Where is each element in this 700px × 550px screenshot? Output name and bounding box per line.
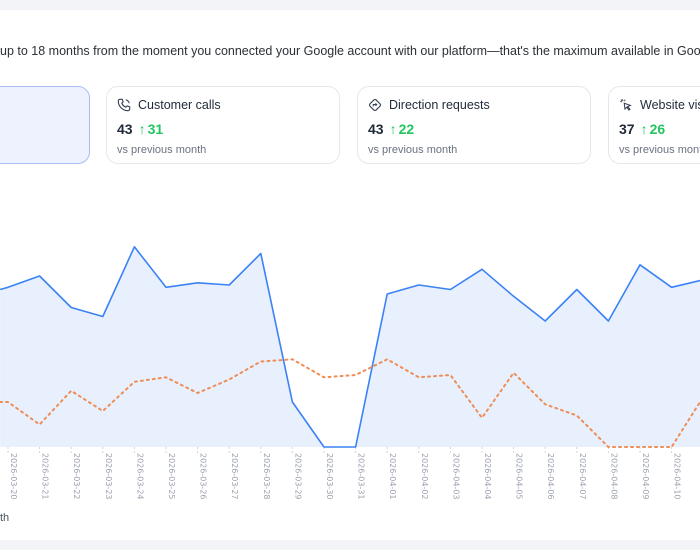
card-value: 37 bbox=[619, 121, 635, 137]
x-tick-label: 2026-04-07 bbox=[578, 453, 587, 500]
card-value: 43 bbox=[117, 121, 133, 137]
card-title: Customer calls bbox=[138, 98, 221, 112]
x-tick-label: 2026-04-06 bbox=[546, 453, 555, 500]
card-delta-value: 31 bbox=[147, 121, 164, 137]
x-tick-label: 2026-04-09 bbox=[641, 453, 650, 500]
cursor-click-icon bbox=[620, 99, 632, 111]
intro-text: up to 18 months from the moment you conn… bbox=[0, 44, 700, 58]
arrow-up-icon: ↑ bbox=[138, 121, 146, 137]
x-tick-label: 2026-04-03 bbox=[451, 453, 460, 500]
visits-area-chart: 2026-03-20 2026-03-21 2026-03-22 2026-03-23… bbox=[0, 246, 700, 500]
x-tick-label: 2026-03-20 bbox=[9, 453, 18, 500]
x-tick-label: 2026-03-31 bbox=[357, 453, 366, 500]
x-tick-label: 2026-04-05 bbox=[515, 453, 524, 500]
direction-icon bbox=[368, 98, 382, 112]
card-delta-value: 22 bbox=[398, 121, 415, 137]
arrow-up-icon: ↑ bbox=[640, 121, 648, 137]
x-tick-label: 2026-04-10 bbox=[673, 453, 682, 500]
current-series-line bbox=[0, 246, 700, 448]
x-tick-label: 2026-03-26 bbox=[199, 453, 208, 500]
card-title: Direction requests bbox=[389, 98, 490, 112]
metric-card-customer-calls[interactable]: Customer calls 43 ↑ 31 vs previous month bbox=[106, 86, 340, 164]
card-comparison: vs previous month bbox=[117, 144, 207, 156]
legend-fragment: th bbox=[0, 512, 10, 524]
current-series-area bbox=[0, 246, 700, 447]
phone-icon bbox=[117, 98, 131, 112]
arrow-up-icon: ↑ bbox=[389, 121, 397, 137]
x-tick-label: 2026-03-21 bbox=[41, 453, 50, 500]
card-delta-value: 26 bbox=[649, 121, 666, 137]
x-tick-label: 2026-03-25 bbox=[167, 453, 176, 500]
card-delta: ↑ 22 bbox=[390, 121, 415, 137]
previous-series-line bbox=[0, 358, 700, 448]
x-tick-label: 2026-03-29 bbox=[293, 453, 302, 500]
card-delta: ↑ 26 bbox=[641, 121, 666, 137]
card-comparison: vs previous month bbox=[368, 144, 458, 156]
x-tick-label: 2026-03-23 bbox=[104, 453, 113, 500]
card-comparison: vs previous month bbox=[619, 144, 700, 156]
x-tick-label: 2026-04-01 bbox=[388, 453, 397, 500]
x-tick-label: 2026-03-28 bbox=[262, 453, 271, 500]
x-tick-label: 2026-04-08 bbox=[609, 453, 618, 500]
x-tick-label: 2026-03-24 bbox=[135, 453, 144, 500]
x-tick-label: 2026-03-30 bbox=[325, 453, 334, 500]
x-tick-label: 2026-03-22 bbox=[72, 453, 81, 500]
x-tick-label: 2026-03-27 bbox=[230, 453, 239, 500]
card-value: 43 bbox=[368, 121, 384, 137]
metric-card-website-visits[interactable]: Website visits 37 ↑26 vs previous month bbox=[608, 86, 700, 164]
metric-card-direction-requests[interactable]: Direction requests 43 ↑ 22 vs previous mo… bbox=[357, 86, 591, 164]
metric-card-selected[interactable] bbox=[0, 86, 90, 164]
x-tick-label: 2026-04-04 bbox=[483, 453, 492, 500]
card-title: Website visits bbox=[640, 98, 700, 112]
card-delta: ↑ 31 bbox=[139, 121, 164, 137]
x-tick-label: 2026-04-02 bbox=[420, 453, 429, 500]
